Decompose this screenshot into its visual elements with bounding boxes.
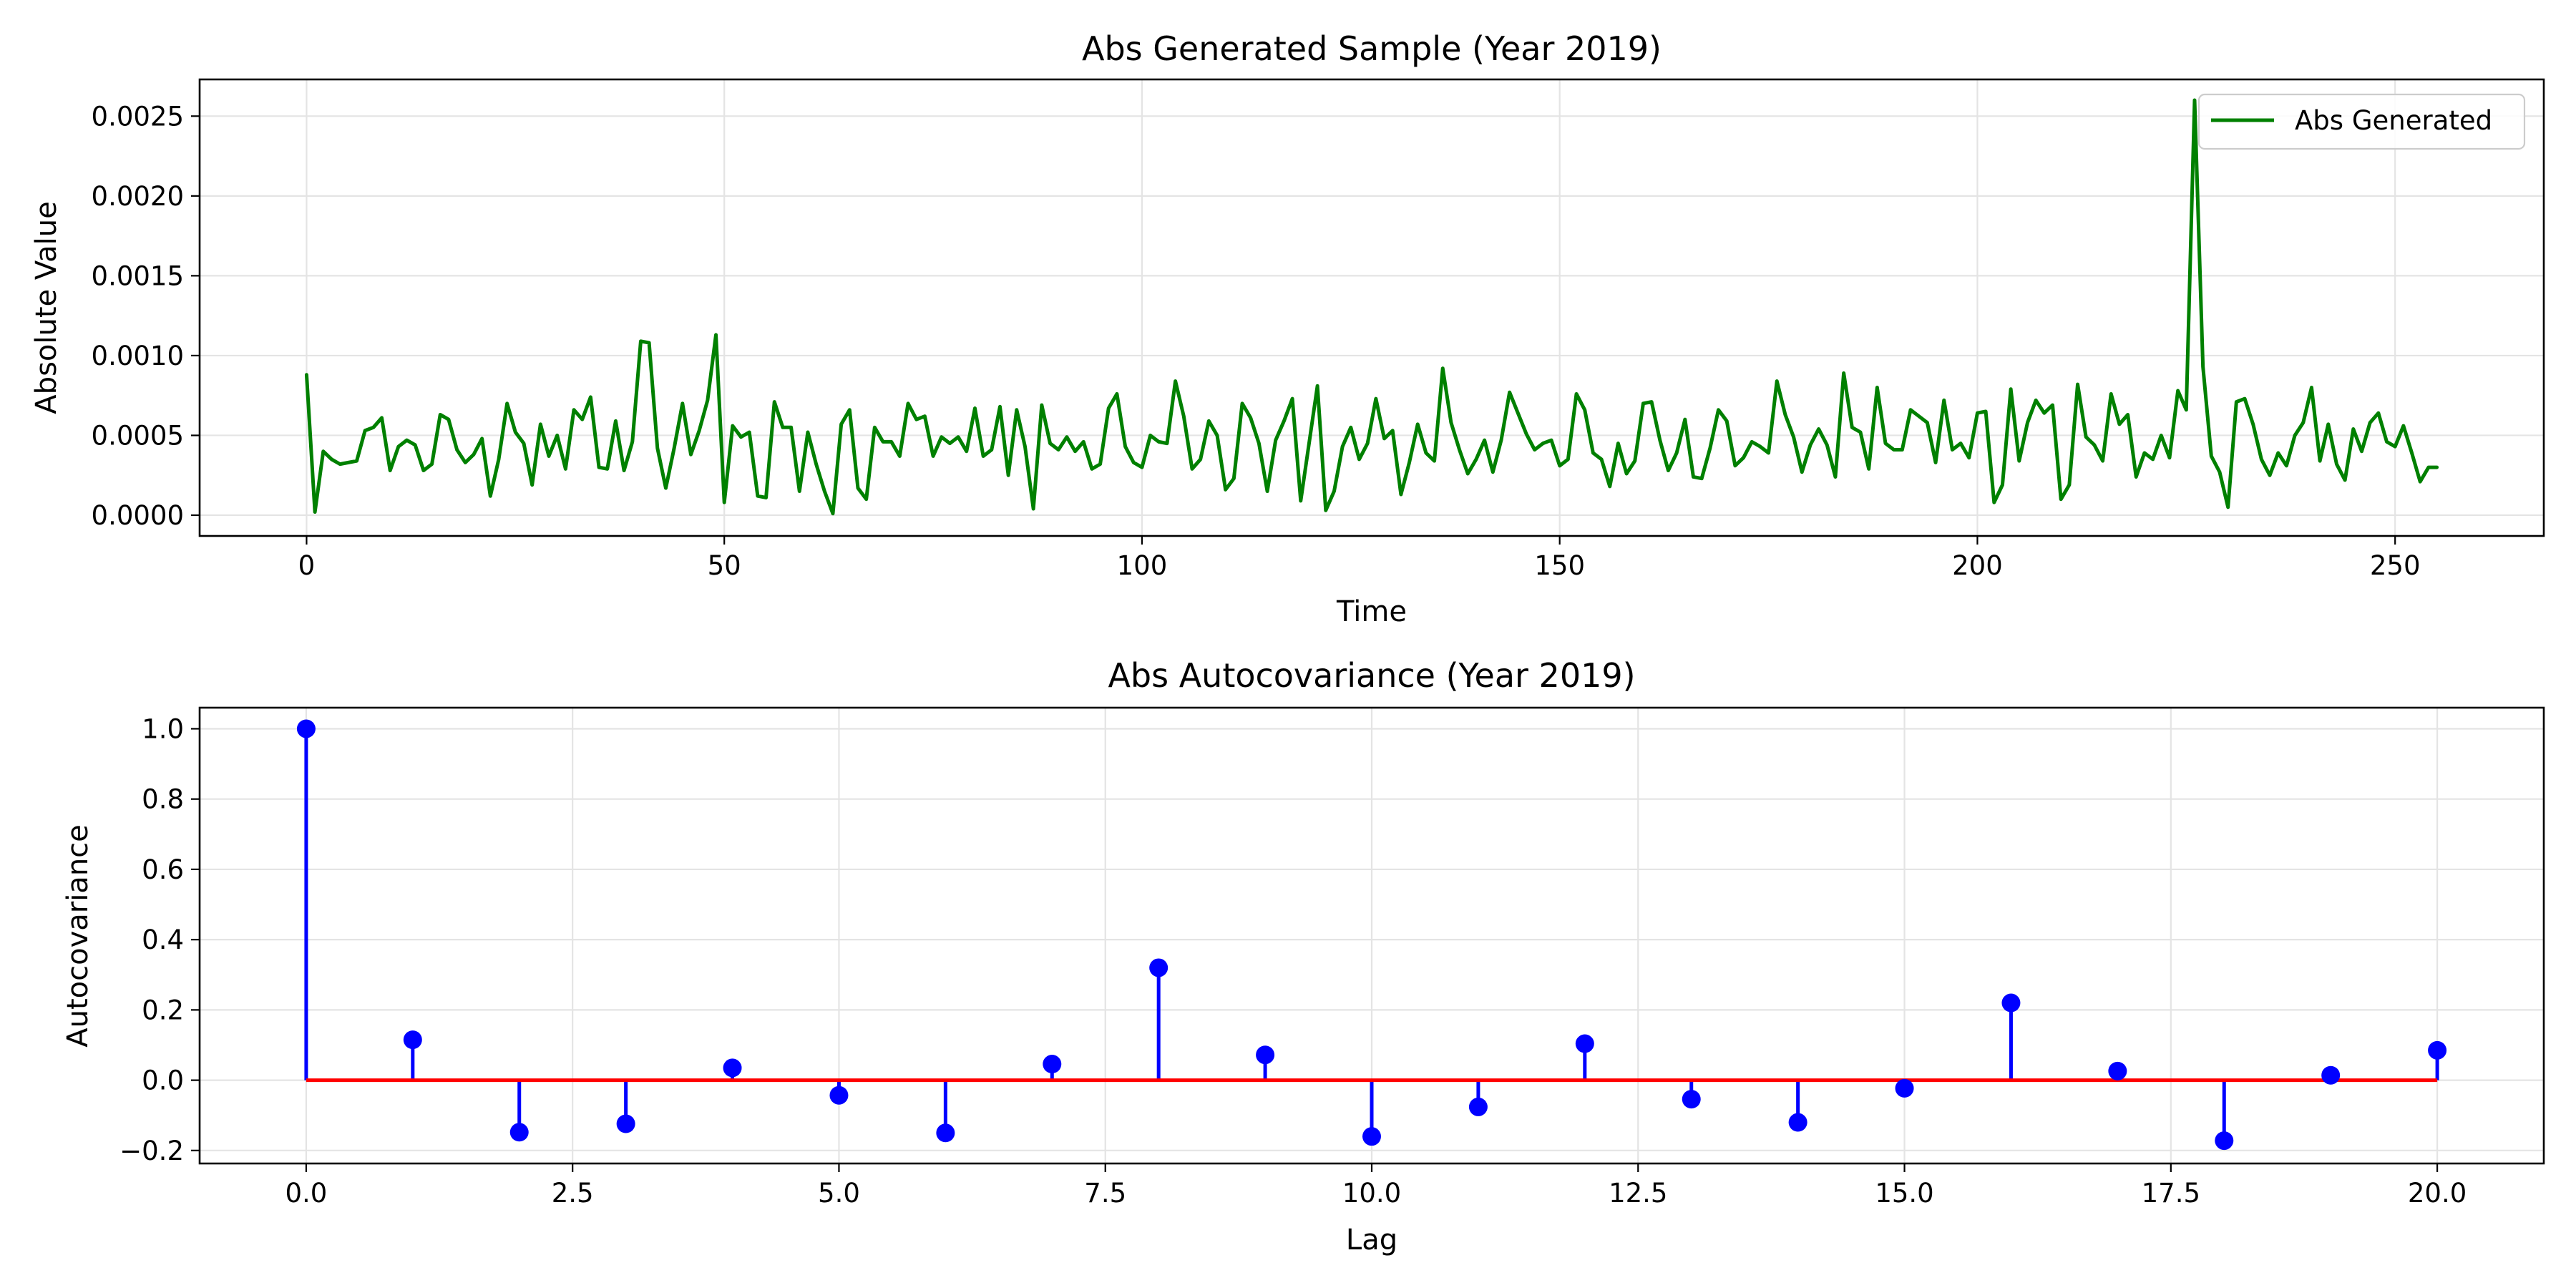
x-tick-label: 15.0	[1875, 1178, 1933, 1209]
y-tick-label: 0.0020	[92, 181, 184, 212]
x-tick-label: 150	[1534, 550, 1585, 581]
y-tick-label: 0.8	[142, 784, 184, 815]
x-tick-label: 0	[298, 550, 316, 581]
line-chart-legend: Abs Generated	[2197, 93, 2526, 150]
stem-marker	[1788, 1113, 1807, 1132]
y-tick-label: 0.6	[142, 854, 184, 885]
stem-marker	[1043, 1055, 1062, 1074]
stem-chart-x-label: Lag	[1346, 1224, 1397, 1257]
stem-marker	[1575, 1034, 1594, 1053]
stem-marker	[403, 1030, 422, 1050]
y-tick-label: 0.0025	[92, 101, 184, 132]
legend-entry-label: Abs Generated	[2295, 105, 2492, 136]
stem-chart-title: Abs Autocovariance (Year 2019)	[1108, 656, 1635, 695]
stem-marker	[1362, 1127, 1381, 1146]
x-tick-label: 250	[2370, 550, 2421, 581]
x-tick-label: 10.0	[1342, 1178, 1401, 1209]
stem-marker	[936, 1123, 955, 1143]
stem-chart-frame	[198, 706, 2545, 1165]
y-tick-label: 1.0	[142, 713, 184, 744]
y-tick-label: 0.0000	[92, 500, 184, 531]
stem-chart-y-ticks: −0.2 0.0 0.2 0.4 0.6 0.8 1.0	[119, 713, 200, 1166]
stem-marker	[1682, 1090, 1701, 1109]
stem-marker	[2428, 1040, 2447, 1060]
x-tick-label: 5.0	[818, 1178, 860, 1209]
y-tick-label: 0.4	[142, 924, 184, 955]
x-tick-label: 12.5	[1609, 1178, 1667, 1209]
stem-marker	[2108, 1061, 2127, 1080]
x-tick-label: 200	[1952, 550, 2003, 581]
line-chart-x-label: Time	[1336, 595, 1407, 628]
stem-marker	[1149, 958, 1169, 977]
stem-marker	[1256, 1045, 1275, 1065]
stem-chart-grid	[200, 708, 2544, 1163]
y-tick-label: 0.0005	[92, 420, 184, 451]
y-tick-label: −0.2	[119, 1136, 184, 1166]
line-chart-y-ticks: 0.0000 0.0005 0.0010 0.0015 0.0020 0.0025	[92, 101, 200, 531]
stem-marker	[723, 1058, 742, 1078]
x-tick-label: 0.0	[285, 1178, 327, 1209]
stem-marker	[2001, 993, 2021, 1013]
x-tick-label: 17.5	[2142, 1178, 2200, 1209]
line-chart-x-ticks: 0 50 100 150 200 250	[298, 536, 2421, 581]
stem-marker	[2215, 1131, 2234, 1151]
y-tick-label: 0.0010	[92, 341, 184, 371]
stem-chart-markers	[296, 719, 2447, 1151]
line-chart-title: Abs Generated Sample (Year 2019)	[1082, 29, 1662, 68]
series-line-abs-generated	[304, 98, 2439, 516]
stem-marker	[616, 1114, 635, 1133]
line-chart-frame	[198, 78, 2545, 537]
y-tick-label: 0.0015	[92, 260, 184, 291]
x-tick-label: 7.5	[1084, 1178, 1126, 1209]
stem-marker	[509, 1123, 529, 1142]
x-tick-label: 2.5	[552, 1178, 594, 1209]
stem-marker	[296, 719, 316, 738]
stem-chart: Abs Autocovariance (Year 2019) 0.0 2.5 5.0…	[62, 656, 2545, 1257]
line-chart-grid	[200, 79, 2544, 536]
legend-box	[2197, 93, 2526, 150]
stem-marker	[1468, 1097, 1488, 1116]
stem-chart-y-label: Autocovariance	[62, 824, 94, 1048]
stem-marker	[1895, 1078, 1914, 1098]
y-tick-label: 0.2	[142, 995, 184, 1025]
x-tick-label: 50	[708, 550, 741, 581]
line-chart-series	[304, 98, 2439, 516]
stem-marker	[829, 1085, 849, 1105]
stem-marker	[2321, 1065, 2341, 1085]
stem-chart-x-ticks: 0.0 2.5 5.0 7.5 10.0 12.5 15.0 17.5 20.0	[285, 1163, 2467, 1209]
line-chart: Abs Generated Sample (Year 2019) 0 50 100 1…	[30, 29, 2545, 628]
x-tick-label: 100	[1117, 550, 1168, 581]
x-tick-label: 20.0	[2408, 1178, 2467, 1209]
y-tick-label: 0.0	[142, 1065, 184, 1096]
line-chart-y-label: Absolute Value	[30, 201, 63, 414]
